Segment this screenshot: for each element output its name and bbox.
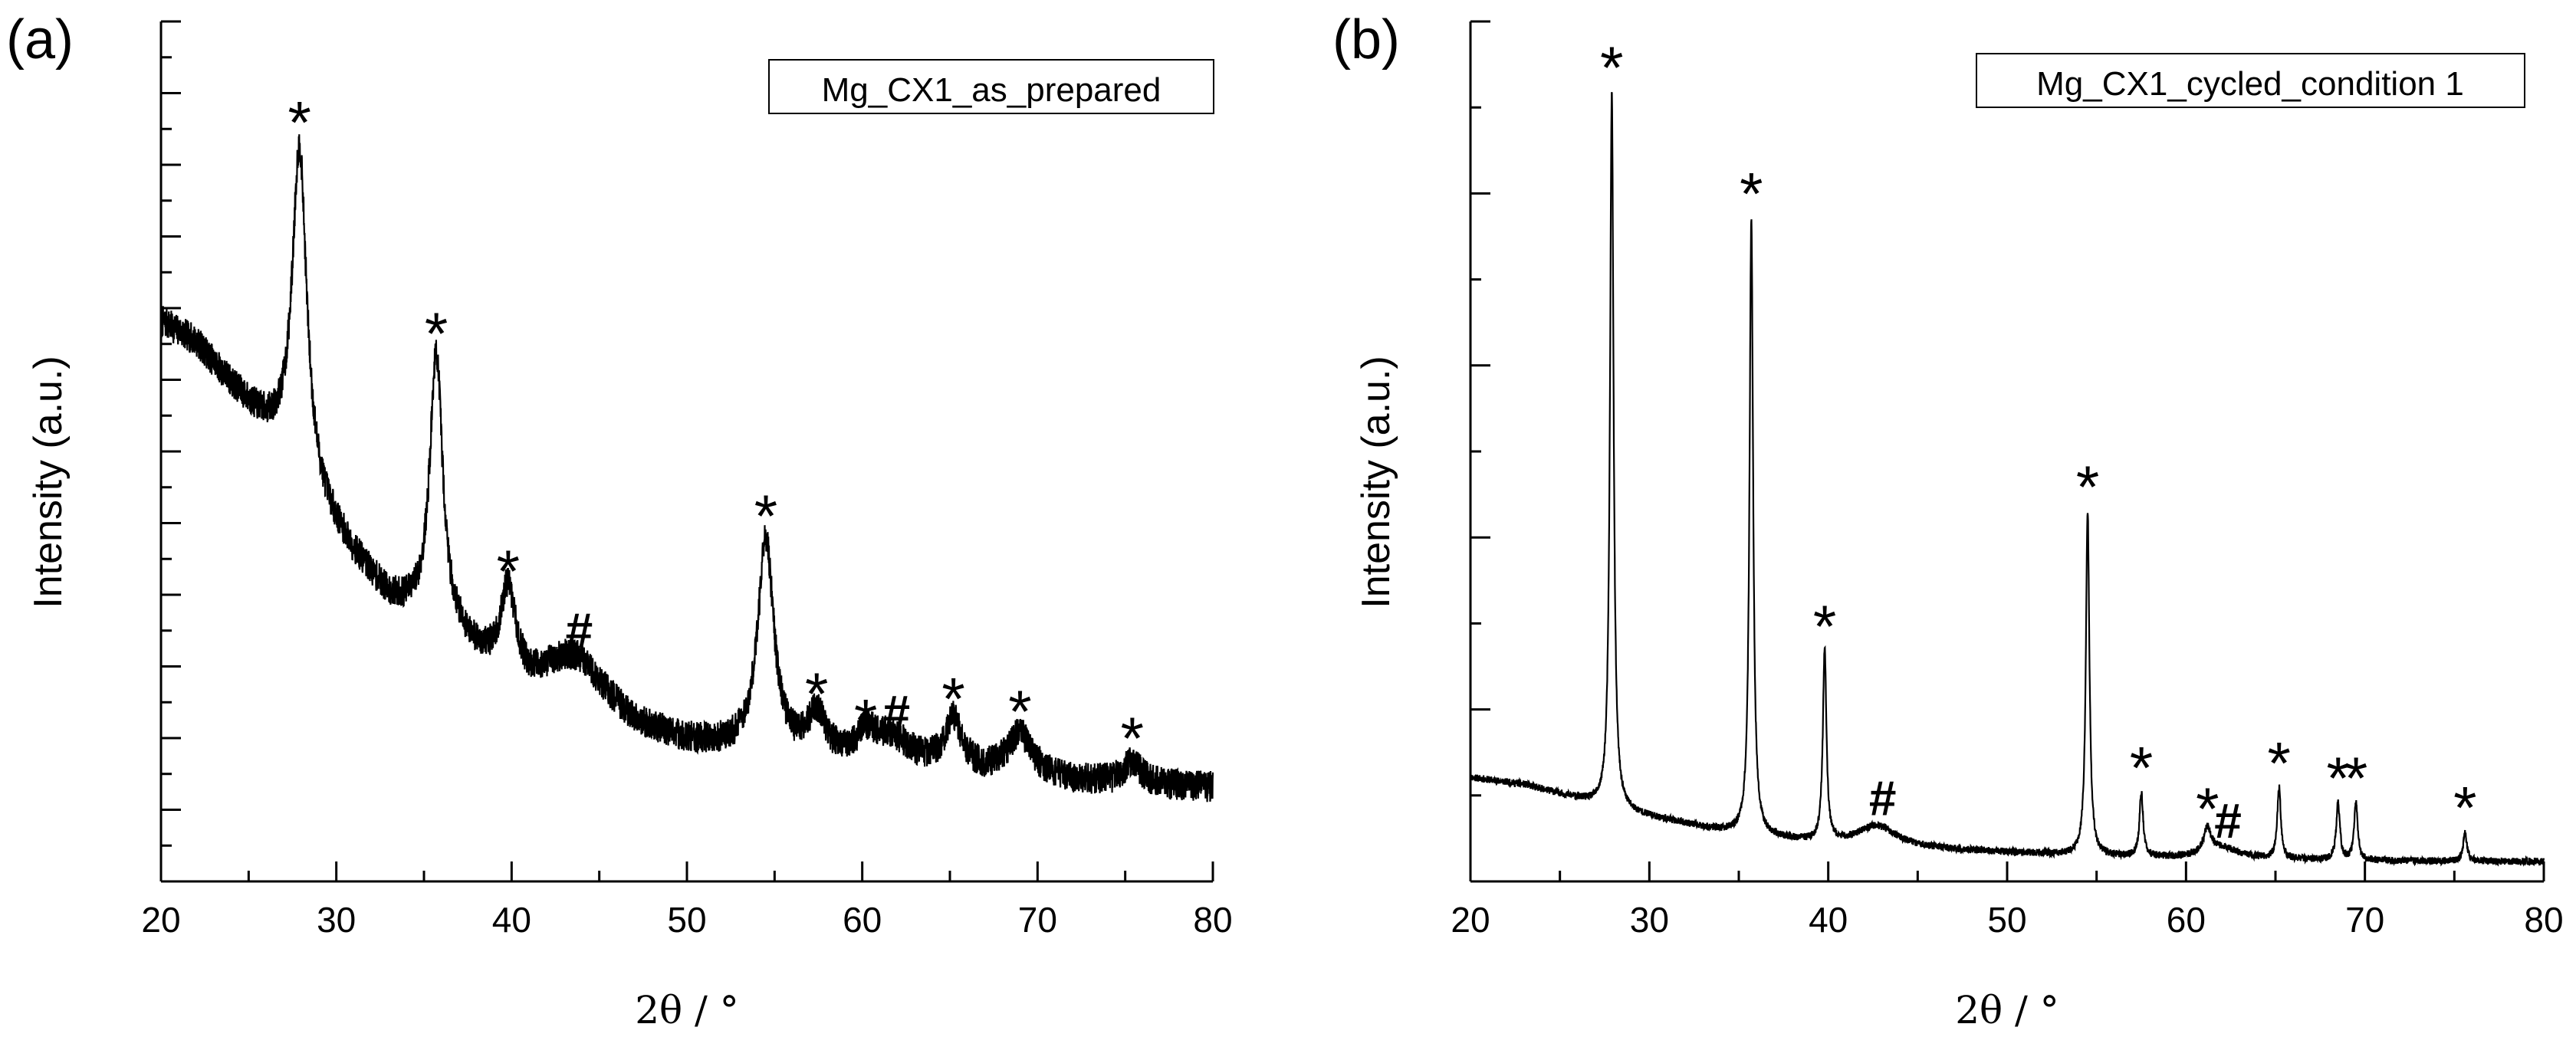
peak-marker-star: * [497,537,520,605]
panel-b-chart: (b) 20 30 40 50 60 70 80***#***#* ** * Mg_CX1_cy… [1332,9,2564,1032]
peak-marker-star: * [1121,704,1144,772]
peak-marker-hash: # [882,685,910,740]
peak-marker-star: * [2130,734,2153,802]
panel-b-legend-frame [1976,53,2525,108]
x-tick-label: 20 [141,900,180,940]
peak-marker-star: * [425,300,448,367]
x-tick-label: 70 [1018,900,1057,940]
panel-a-legend: Mg_CX1_as_prepared [768,59,1214,114]
x-tick-label: 80 [1193,900,1232,940]
panel-a-label: (a) [6,9,74,71]
peak-marker-star: * [754,482,777,550]
panel-a-legend-text: Mg_CX1_as_prepared [822,71,1162,109]
peak-marker-star: * [1740,160,1763,228]
peak-marker-hash: # [1869,771,1897,826]
peak-marker-star: * [2453,773,2476,841]
xrd-trace [1470,91,2545,867]
peak-marker-star: * [805,660,828,727]
x-tick-label: 40 [1809,900,1848,940]
peak-marker-star: * [2267,729,2290,796]
panel-a-legend-frame [768,59,1214,114]
peak-marker-hash: # [2214,793,2242,848]
peak-marker-star: * [2076,453,2099,520]
x-tick-label: 70 [2345,900,2384,940]
peak-marker-star: * [1813,592,1836,660]
x-tick-label: 60 [843,900,882,940]
peak-marker-star: * [288,89,310,156]
panel-b-y-axis-label: Intensity (a.u.) [1354,356,1398,608]
panel-a-y-axis-label: Intensity (a.u.) [26,356,71,608]
x-tick-label: 20 [1451,900,1490,940]
xrd-trace [159,134,1214,802]
panel-b-label: (b) [1332,9,1400,71]
x-tick-label: 40 [492,900,531,940]
peak-marker-star: * [854,687,877,754]
x-tick-label: 50 [667,900,706,940]
panel-b-plot-area: 20 30 40 50 60 70 80***#***#* ** * [1451,20,2564,940]
x-tick-label: 50 [1987,900,2026,940]
panel-b-legend-text: Mg_CX1_cycled_condition 1 [2036,65,2464,103]
x-tick-label: 60 [2167,900,2206,940]
peak-marker-star: * [1008,678,1031,745]
peak-marker-star: * [2196,775,2219,842]
x-tick-label: 80 [2524,900,2563,940]
x-tick-label: 30 [1630,900,1669,940]
peak-marker-star: * [2326,744,2349,812]
x-tick-label: 30 [317,900,356,940]
peak-marker-star: * [1600,34,1623,101]
peak-marker-hash: # [566,603,593,658]
peak-marker-star: * [2344,744,2367,812]
panel-a-x-axis-label: 2θ / ° [635,988,739,1032]
peak-marker-star: * [941,665,964,733]
panel-a-chart: (a) 20 30 40 50 60 70 80***#** * # * * * Mg_CX1_as_… [6,9,1233,1032]
panel-a-plot-area: 20 30 40 50 60 70 80***#** * # * * * [141,20,1233,940]
panel-b-legend: Mg_CX1_cycled_condition 1 [1976,53,2525,108]
panel-b-x-axis-label: 2θ / ° [1955,988,2059,1032]
